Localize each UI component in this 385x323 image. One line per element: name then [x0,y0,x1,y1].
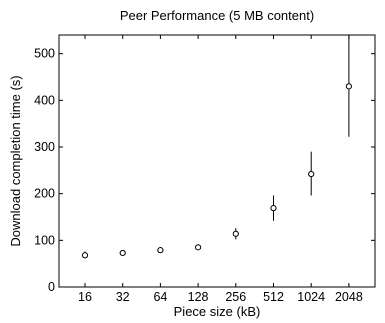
data-point-256 [232,230,239,237]
y-tick-label: 200 [34,187,55,201]
marks-layer [81,35,352,259]
chart-title: Peer Performance (5 MB content) [120,8,314,23]
y-tick-label: 400 [34,93,55,107]
y-axis-label: Download completion time (s) [8,75,23,246]
x-tick-label: 32 [116,290,130,304]
axes-layer: 0 100 200 300 400 500 16 32 64 128 256 512 1024 2048 [34,35,375,304]
y-tick-label: 300 [34,140,55,154]
data-point-2048 [345,83,352,90]
x-tick-label: 128 [188,290,209,304]
x-tick-label: 1024 [297,290,325,304]
data-point-1024 [308,170,315,178]
plot-frame [58,34,376,288]
y-tick-label: 100 [34,233,55,247]
data-point-128 [195,244,202,251]
x-tick-label: 512 [263,290,284,304]
x-tick-label: 2048 [335,290,363,304]
y-tick-label: 0 [48,280,55,294]
data-point-64 [157,247,164,254]
x-tick-label: 16 [78,290,92,304]
x-axis-label: Piece size (kB) [174,304,261,319]
x-tick-label: 256 [225,290,246,304]
x-tick-label: 64 [153,290,167,304]
data-point-16 [81,252,89,259]
data-point-512 [270,205,277,212]
y-tick-label: 500 [34,47,55,61]
data-point-32 [119,249,126,257]
